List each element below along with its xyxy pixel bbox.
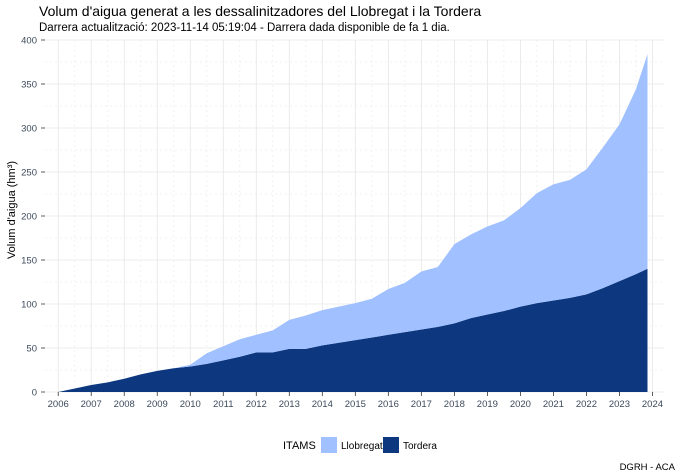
y-tick-label: 200 [21,212,37,223]
x-tick-label: 2017 [411,399,432,410]
y-tick-label: 50 [26,344,37,355]
x-tick-label: 2019 [477,399,498,410]
x-tick-label: 2009 [147,399,168,410]
x-tick-label: 2013 [279,399,300,410]
y-tick-label: 250 [21,168,37,179]
x-tick-label: 2015 [345,399,366,410]
legend: ITAMS Llobregat Tordera [283,437,437,453]
legend-label-tordera: Tordera [403,441,437,452]
legend-swatch-tordera [383,437,399,453]
x-tick-label: 2018 [444,399,465,410]
plot-areas [58,54,647,392]
legend-label-llobregat: Llobregat [341,441,383,452]
chart-subtitle: Darrera actualització: 2023-11-14 05:19:… [39,22,450,34]
x-axis-ticks: 2006 2007 2008 2009 2010 2011 2012 2013 2014 2015… [48,392,663,410]
x-tick-label: 2014 [312,399,333,410]
x-tick-label: 2023 [609,399,630,410]
y-tick-label: 400 [21,36,37,47]
legend-swatch-llobregat [321,437,337,453]
y-axis-ticks: 0 50 100 150 200 250 300 350 400 [21,36,45,399]
x-tick-label: 2011 [213,399,233,410]
chart-title: Volum d'aigua generat a les dessalinitza… [39,3,481,19]
y-axis-label: Volum d'aigua (hm³) [6,161,18,259]
x-tick-label: 2006 [48,399,69,410]
x-tick-label: 2016 [378,399,399,410]
x-tick-label: 2024 [642,399,663,410]
x-tick-label: 2008 [114,399,135,410]
y-tick-label: 0 [32,388,37,399]
x-tick-label: 2007 [81,399,102,410]
x-tick-label: 2010 [180,399,201,410]
y-tick-label: 300 [21,124,37,135]
x-tick-label: 2012 [246,399,267,410]
y-tick-label: 150 [21,256,37,267]
y-tick-label: 100 [21,300,37,311]
y-tick-label: 350 [21,80,37,91]
chart-caption: DGRH - ACA [620,462,676,473]
legend-title: ITAMS [283,440,316,452]
x-tick-label: 2020 [510,399,531,410]
x-tick-label: 2022 [576,399,597,410]
x-tick-label: 2021 [543,399,564,410]
